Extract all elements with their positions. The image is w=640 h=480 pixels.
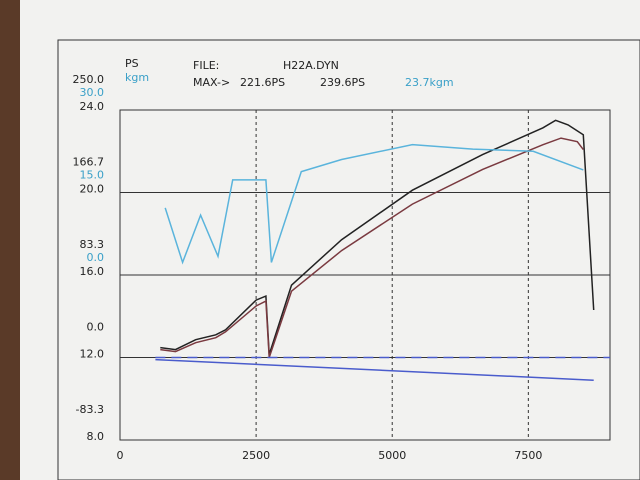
y2-tick-label: 15.0 xyxy=(80,169,105,182)
max-value: 23.7kgm xyxy=(405,76,454,89)
series-line xyxy=(155,358,594,381)
y3-tick-label: 12.0 xyxy=(80,348,105,361)
x-tick-label: 0 xyxy=(117,449,124,462)
max-value: 221.6PS xyxy=(240,76,285,89)
file-label: FILE: xyxy=(193,59,219,72)
file-name: H22A.DYN xyxy=(283,59,339,72)
y2-label: kgm xyxy=(125,71,149,84)
paper xyxy=(20,0,640,480)
y-tick-label: 83.3 xyxy=(80,238,105,251)
y2-tick-label: 0.0 xyxy=(87,251,105,264)
x-tick-label: 5000 xyxy=(378,449,406,462)
y3-tick-label: 8.0 xyxy=(87,430,105,443)
y3-tick-label: 24.0 xyxy=(80,100,105,113)
x-tick-label: 7500 xyxy=(514,449,542,462)
y3-tick-label: 16.0 xyxy=(80,265,105,278)
series-line xyxy=(164,143,584,265)
series-line xyxy=(160,119,595,355)
y-tick-label: -83.3 xyxy=(76,403,104,416)
y-tick-label: 0.0 xyxy=(87,321,105,334)
frame xyxy=(57,39,640,480)
max-value: 239.6PS xyxy=(320,76,365,89)
y-tick-label: 250.0 xyxy=(73,73,105,86)
y2-tick-label: 30.0 xyxy=(80,86,105,99)
x-tick-label: 2500 xyxy=(242,449,270,462)
y-label: PS xyxy=(125,57,139,70)
series-line xyxy=(160,137,584,358)
y3-tick-label: 20.0 xyxy=(80,183,105,196)
y-tick-label: 166.7 xyxy=(73,155,105,168)
max-label: MAX-> xyxy=(193,76,230,89)
